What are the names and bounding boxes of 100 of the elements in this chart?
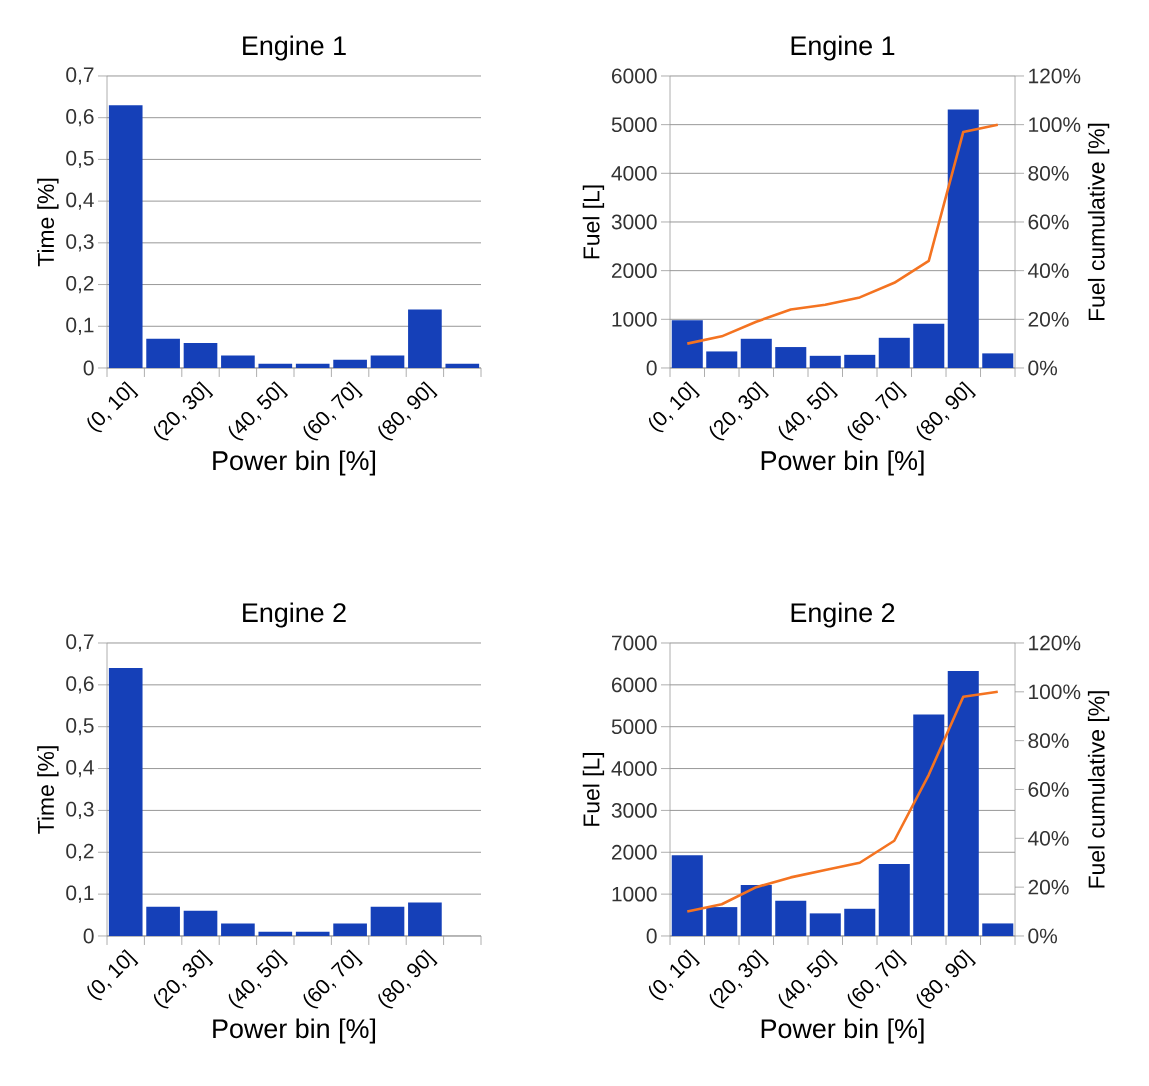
- y-tick-label: 0: [83, 360, 94, 376]
- x-tick-label: (60, 70]: [847, 381, 907, 441]
- x-axis-title: Power bin [%]: [213, 1018, 376, 1044]
- bar: [740, 338, 772, 368]
- x-tick-label: (20, 30]: [153, 949, 214, 1009]
- y-tick-label: 0,2: [66, 843, 94, 861]
- y2-tick-label: 120%: [1029, 635, 1081, 651]
- x-tick-label: (0, 10]: [648, 381, 700, 433]
- bar: [258, 363, 293, 368]
- y2-tick-label: 0%: [1028, 360, 1058, 376]
- y-tick-label: 0,1: [66, 885, 94, 903]
- y2-tick-label: 60%: [1028, 782, 1069, 797]
- y2-axis-title: Fuel cumulative [%]: [1087, 123, 1110, 321]
- x-tick-label: (60, 70]: [303, 381, 363, 441]
- x-axis-title: Power bin [%]: [761, 450, 924, 476]
- y-tick-label: 0,4: [66, 759, 94, 778]
- bar: [878, 863, 910, 936]
- bar: [982, 923, 1014, 936]
- x-axis-title: Power bin [%]: [761, 1018, 924, 1044]
- y-tick-label: 5000: [611, 719, 657, 735]
- y-tick-label: 6000: [612, 68, 657, 84]
- bar: [844, 354, 876, 368]
- x-tick-label: (0, 10]: [87, 949, 139, 1001]
- y-tick-label: 1000: [612, 311, 657, 327]
- bar: [333, 359, 367, 368]
- x-tick-label: (0, 10]: [648, 949, 700, 1001]
- bar: [671, 320, 703, 368]
- bar: [108, 668, 143, 936]
- bar: [183, 342, 218, 368]
- x-tick-label: (80, 90]: [916, 949, 976, 1009]
- bar: [775, 900, 807, 936]
- line-series: [685, 123, 1000, 345]
- x-tick-label: (20, 30]: [709, 381, 769, 441]
- bar: [844, 908, 876, 936]
- bar: [146, 338, 180, 368]
- bar: [913, 714, 945, 936]
- y-tick-label: 0,1: [66, 317, 94, 335]
- bar: [913, 323, 945, 368]
- y-tick-label: 0,7: [66, 634, 94, 652]
- bar: [947, 109, 979, 368]
- y-tick-label: 3000: [611, 803, 657, 818]
- chart-title: Engine 2: [243, 602, 346, 628]
- x-tick-label: (40, 50]: [228, 381, 289, 441]
- y-tick-label: 6000: [612, 677, 657, 693]
- y-tick-label: 0: [646, 928, 657, 944]
- x-tick-label: (40, 50]: [228, 949, 289, 1009]
- y-tick-label: 0,2: [66, 275, 94, 294]
- bar: [775, 347, 807, 368]
- bar: [146, 906, 180, 936]
- y-tick-label: 0,7: [66, 67, 94, 85]
- y-axis-title: Fuel [L]: [582, 185, 605, 259]
- y2-tick-label: 120%: [1029, 68, 1081, 84]
- x-tick-label: (40, 50]: [778, 381, 838, 441]
- x-tick-label: (80, 90]: [916, 381, 976, 441]
- y-tick-label: 0,6: [66, 109, 94, 127]
- x-tick-label: (40, 50]: [778, 949, 838, 1009]
- x-tick-label: (60, 70]: [847, 949, 907, 1009]
- y-axis-title: Time [%]: [37, 178, 59, 267]
- bar: [370, 355, 405, 368]
- y-tick-label: 7000: [612, 635, 657, 651]
- y-axis-title: Fuel [L]: [582, 752, 605, 826]
- bar: [408, 902, 442, 936]
- bar: [108, 105, 143, 368]
- y-tick-label: 4000: [611, 761, 657, 776]
- y-tick-label: 0,3: [66, 801, 94, 820]
- bar: [809, 355, 841, 368]
- bar: [408, 309, 442, 368]
- y-tick-label: 5000: [611, 117, 657, 133]
- y2-tick-label: 0%: [1028, 928, 1058, 944]
- x-tick-label: (60, 70]: [303, 949, 363, 1009]
- bar: [809, 913, 841, 936]
- bar: [295, 363, 330, 368]
- y-tick-label: 3000: [611, 214, 657, 230]
- y2-tick-label: 40%: [1028, 830, 1069, 846]
- bar: [183, 910, 218, 936]
- y2-tick-label: 40%: [1028, 263, 1069, 279]
- chart-title: Engine 1: [791, 35, 895, 61]
- y2-tick-label: 80%: [1028, 165, 1069, 181]
- y2-tick-label: 100%: [1029, 117, 1081, 133]
- bar: [221, 923, 255, 936]
- bar: [982, 353, 1014, 368]
- bar: [333, 923, 367, 936]
- y-tick-label: 0,5: [66, 718, 94, 736]
- bar: [258, 931, 293, 936]
- x-tick-label: (80, 90]: [378, 381, 438, 441]
- y2-axis-title: Fuel cumulative [%]: [1087, 691, 1110, 888]
- y-tick-label: 0,6: [66, 676, 94, 694]
- x-axis-title: Power bin [%]: [213, 450, 376, 476]
- y2-tick-label: 20%: [1028, 879, 1069, 895]
- x-tick-label: (80, 90]: [378, 949, 438, 1009]
- y-axis-title: Time [%]: [37, 746, 59, 834]
- y2-tick-label: 100%: [1029, 684, 1081, 700]
- y2-tick-label: 80%: [1028, 733, 1069, 749]
- bar: [878, 337, 910, 368]
- y-tick-label: 0: [83, 928, 94, 944]
- bar: [445, 363, 480, 368]
- y-tick-label: 0,3: [66, 234, 94, 252]
- bar: [740, 884, 772, 936]
- bar: [706, 351, 738, 368]
- bar: [221, 355, 255, 368]
